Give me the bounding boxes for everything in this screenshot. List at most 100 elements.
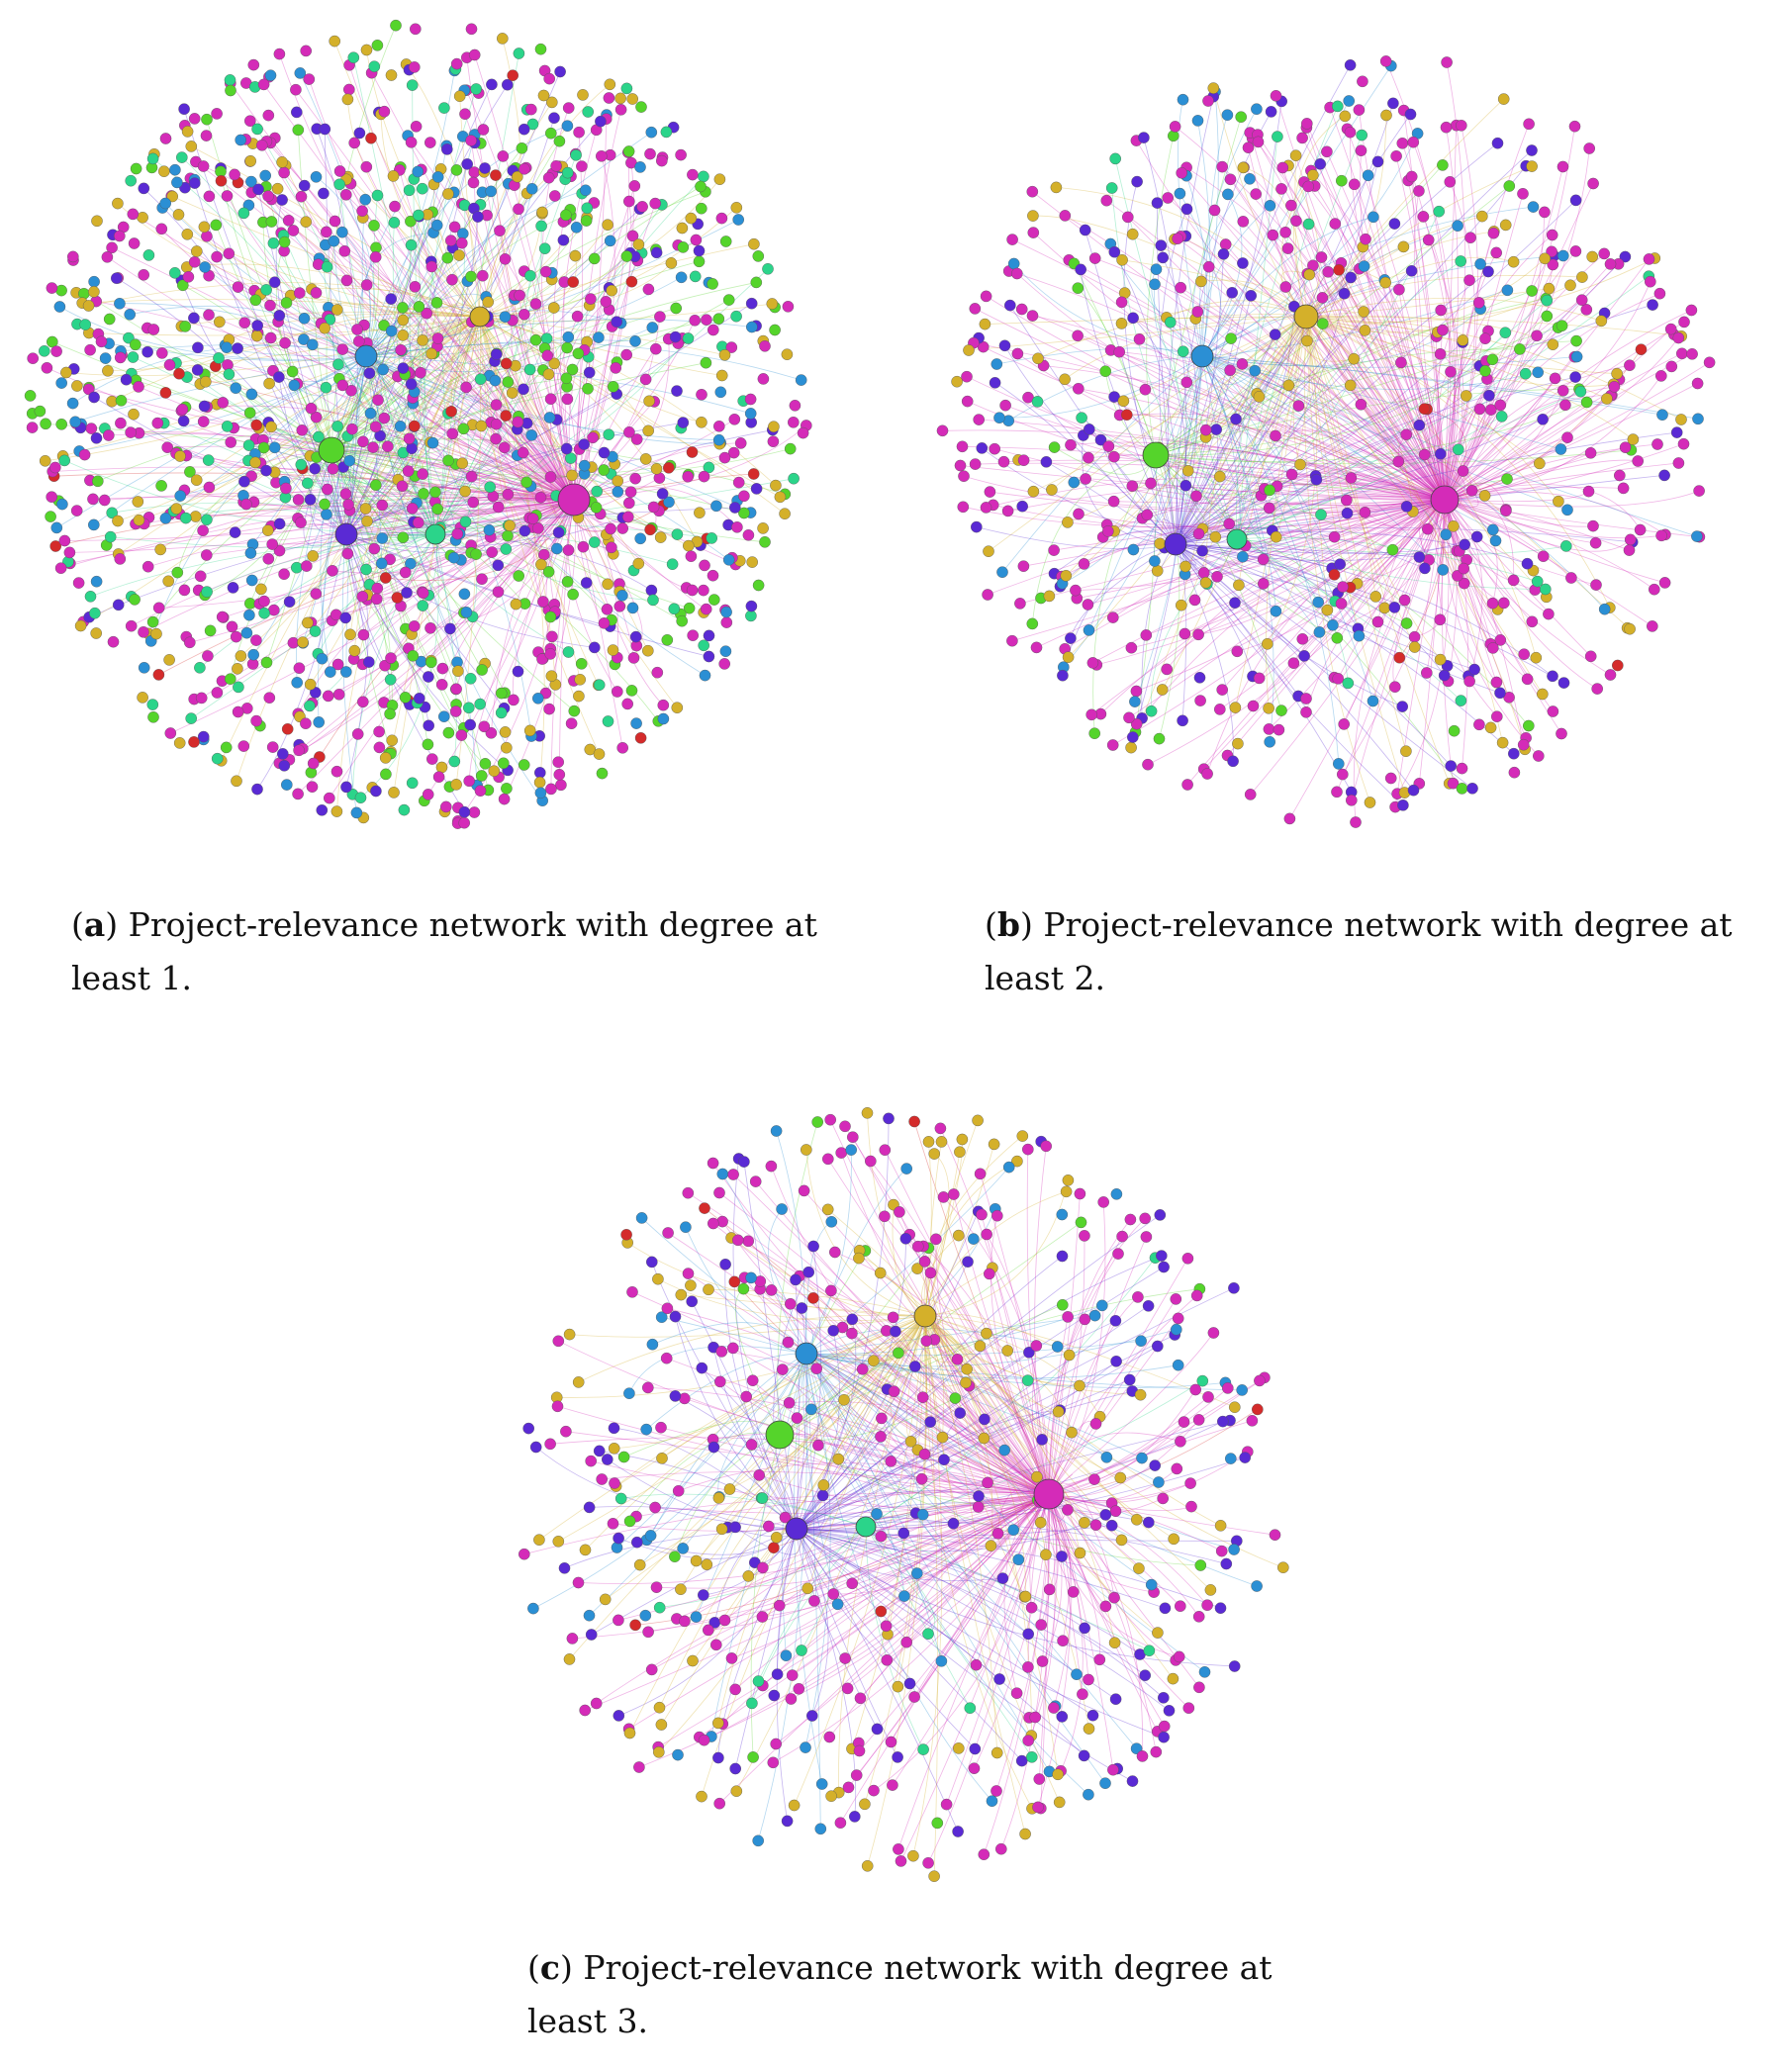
- edge: [771, 1289, 1050, 1495]
- node: [243, 407, 256, 420]
- edge: [1023, 499, 1446, 567]
- node: [788, 1799, 801, 1812]
- node: [1526, 144, 1538, 156]
- edge: [750, 1434, 781, 1757]
- node: [1556, 320, 1568, 332]
- edge: [998, 355, 1203, 419]
- node: [663, 461, 675, 474]
- node: [459, 516, 472, 528]
- edge: [185, 509, 436, 535]
- node: [378, 412, 391, 424]
- node: [1051, 1341, 1064, 1353]
- edge: [277, 321, 575, 501]
- edge: [616, 1353, 807, 1549]
- node: [1379, 276, 1392, 289]
- edge: [1444, 499, 1550, 614]
- edge: [1175, 530, 1528, 565]
- edge: [1040, 1493, 1050, 1809]
- node: [386, 734, 399, 747]
- edge: [1132, 318, 1186, 545]
- edge: [1346, 499, 1446, 526]
- node: [982, 589, 993, 601]
- edge: [1243, 221, 1446, 501]
- edge: [805, 1353, 1205, 1673]
- node: [339, 188, 352, 201]
- node: [1393, 651, 1406, 664]
- node: [666, 558, 679, 571]
- edge: [1305, 316, 1682, 421]
- edge: [46, 423, 332, 451]
- node: [1569, 194, 1582, 207]
- node: [871, 1723, 884, 1736]
- node: [513, 203, 524, 216]
- node: [1329, 218, 1342, 230]
- node: [533, 776, 546, 789]
- node: [280, 779, 293, 791]
- node: [1102, 440, 1115, 452]
- edge: [712, 1223, 1050, 1495]
- node: [169, 163, 181, 176]
- edge: [893, 1317, 1050, 1495]
- node: [1089, 1418, 1102, 1430]
- node: [1085, 708, 1097, 721]
- edge: [704, 1207, 1050, 1495]
- node: [961, 395, 974, 408]
- node: [694, 507, 706, 519]
- node: [1392, 455, 1405, 468]
- edge: [796, 1421, 931, 1530]
- node: [49, 540, 62, 552]
- node: [981, 1327, 992, 1340]
- node: [388, 217, 401, 229]
- node: [1143, 1645, 1156, 1657]
- node: [967, 1233, 980, 1245]
- node: [911, 1263, 923, 1274]
- edge: [675, 1316, 798, 1530]
- node: [916, 1508, 929, 1521]
- edge: [1359, 268, 1446, 501]
- node: [1582, 485, 1595, 498]
- node: [431, 332, 444, 344]
- node: [1583, 142, 1596, 154]
- node: [1113, 345, 1125, 358]
- edge: [1133, 355, 1203, 550]
- node: [620, 82, 633, 95]
- node: [264, 299, 276, 312]
- node: [693, 244, 706, 257]
- edge: [1444, 125, 1458, 501]
- node: [513, 570, 525, 582]
- edge: [661, 1315, 926, 1726]
- node: [376, 532, 389, 544]
- node: [114, 553, 127, 565]
- node: [243, 609, 255, 621]
- node: [456, 457, 469, 470]
- node: [1139, 383, 1152, 396]
- node: [470, 548, 482, 560]
- node: [332, 689, 345, 701]
- node: [157, 165, 170, 177]
- edge: [1110, 349, 1446, 501]
- node: [125, 174, 137, 187]
- node: [1083, 451, 1094, 464]
- edge: [734, 1288, 781, 1436]
- edge: [1175, 256, 1626, 545]
- node: [712, 313, 725, 326]
- node: [750, 483, 763, 495]
- node: [699, 669, 711, 682]
- edge: [796, 1528, 959, 1833]
- node: [613, 1614, 624, 1627]
- node: [968, 1762, 981, 1775]
- node: [1300, 118, 1313, 130]
- node: [370, 785, 382, 798]
- node: [611, 316, 623, 329]
- node: [1316, 318, 1329, 329]
- node: [974, 1168, 987, 1180]
- edge: [119, 303, 367, 357]
- node: [617, 1451, 630, 1463]
- node: [183, 636, 196, 649]
- node: [331, 421, 343, 432]
- node: [1265, 106, 1277, 118]
- edge: [759, 1474, 1050, 1514]
- node: [779, 508, 791, 520]
- node: [890, 1325, 901, 1338]
- node: [197, 730, 210, 743]
